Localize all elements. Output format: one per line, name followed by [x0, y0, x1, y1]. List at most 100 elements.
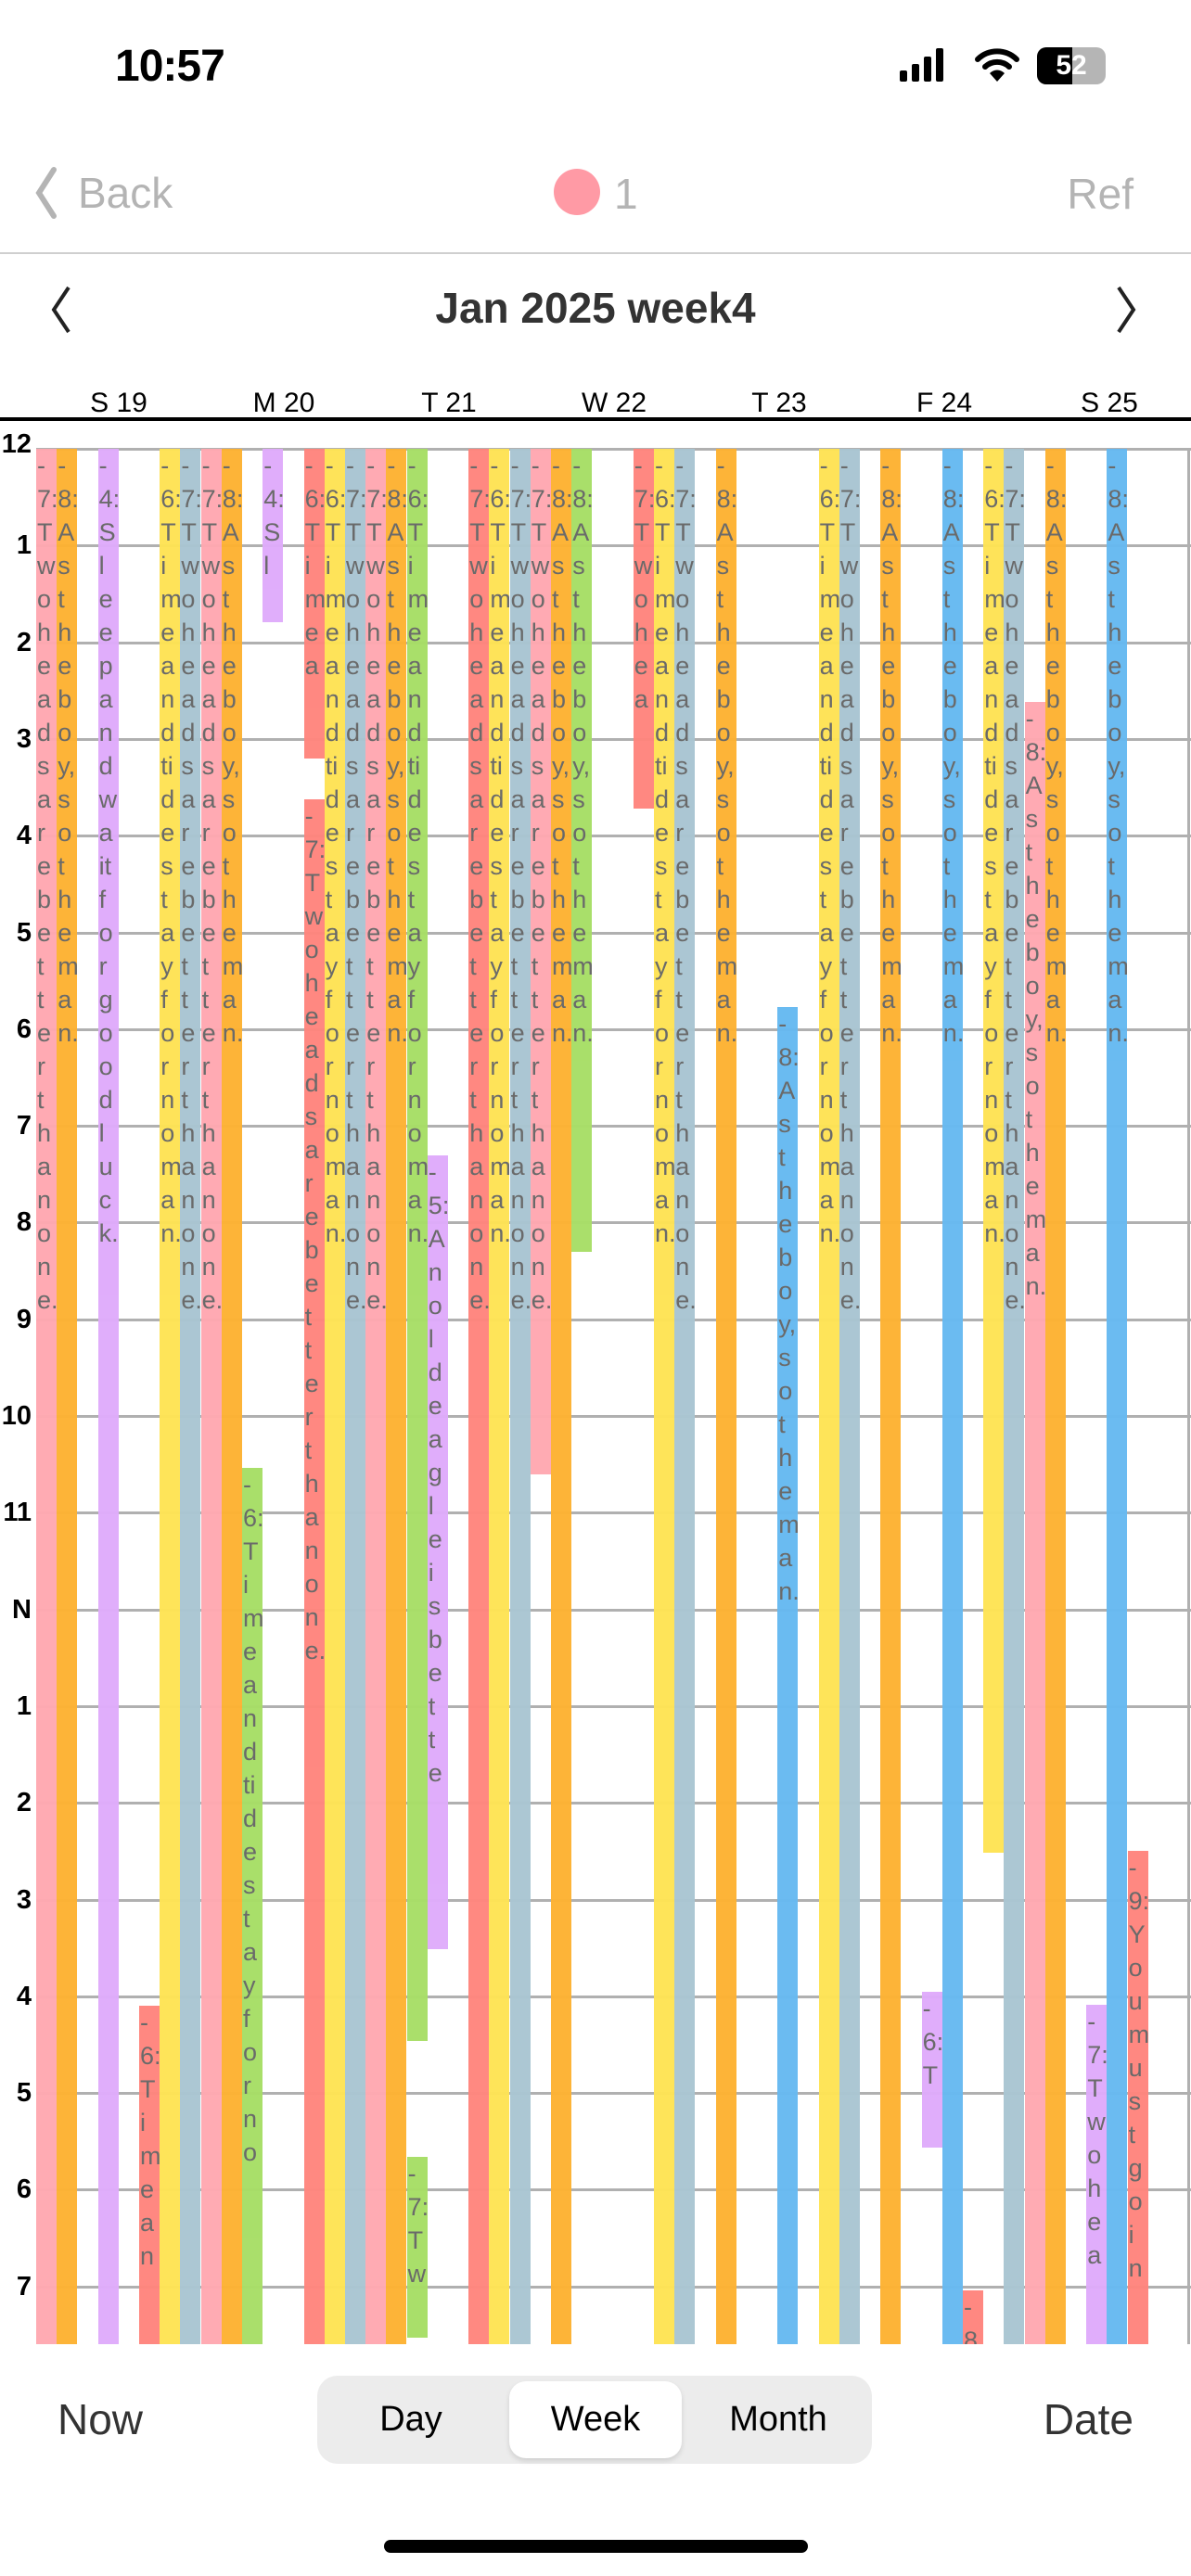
- hour-label: 11: [3, 1498, 32, 1528]
- hour-gridline: [36, 1415, 1191, 1418]
- hour-label: 6: [16, 2174, 32, 2205]
- hour-gridline: [36, 1027, 1191, 1031]
- next-week-button[interactable]: [1113, 284, 1141, 340]
- event-block[interactable]: -7:Two heads are better than one.: [36, 449, 57, 2345]
- event-title: -9:You mustgoin: [1128, 1854, 1148, 2283]
- event-block[interactable]: -7:Two heads are better than one.: [468, 449, 490, 2345]
- event-block[interactable]: -7:Two heads are better than one.: [365, 449, 387, 2345]
- event-block[interactable]: -6:Time and tide stay for no man.: [489, 449, 510, 2345]
- event-block[interactable]: -6:Time and tide stay for no man.: [324, 449, 345, 2345]
- chevron-left-icon: [51, 286, 70, 334]
- hour-label: 7: [16, 1111, 32, 1141]
- now-button[interactable]: Now: [58, 2395, 144, 2443]
- segment-day[interactable]: Day: [379, 2400, 442, 2439]
- event-block[interactable]: -8:As the boy, so the man.: [221, 449, 242, 2345]
- event-block[interactable]: -5:An old eagle is bette: [427, 1155, 448, 1949]
- event-block[interactable]: -8:As the boy, so the man.: [880, 449, 902, 2345]
- event-block[interactable]: -6:Time and tide stay for no man.: [818, 449, 839, 2345]
- event-block[interactable]: -8:As the boy, so the man.: [57, 449, 78, 2345]
- event-block[interactable]: -6:Time and tide stay for no man.: [983, 449, 1005, 1854]
- hour-label: 7: [16, 2271, 32, 2302]
- day-label: T 21: [421, 388, 477, 418]
- event-block[interactable]: -6:Time and tide stay for no man.: [654, 449, 674, 2345]
- event-block[interactable]: -7:Two heads are better than one.: [200, 449, 222, 2345]
- previous-week-button[interactable]: [46, 284, 74, 340]
- event-block[interactable]: -6:Time and tide stay for no man.: [406, 449, 428, 2041]
- hour-label: 4: [16, 821, 32, 851]
- event-block[interactable]: -8:As the boy, so the man.: [1024, 702, 1045, 2345]
- event-block[interactable]: -7:Two heads are better than one.: [303, 798, 325, 2345]
- back-button[interactable]: Back: [33, 165, 173, 221]
- event-title: -4:Sleep and wait for good luck.: [98, 452, 119, 1247]
- event-title: -8:As the boy, so the man.: [552, 452, 571, 1047]
- event-block[interactable]: -7:Tw: [406, 2156, 428, 2338]
- event-title: -6:Time and tide stay for no man.: [655, 452, 674, 1247]
- event-block[interactable]: -8: [963, 2289, 983, 2345]
- day-label: T 23: [751, 388, 807, 418]
- event-block[interactable]: -7:Two heads are better than one.: [509, 449, 531, 2345]
- grid-border: [1187, 449, 1190, 2344]
- event-block[interactable]: -7:Two hea: [633, 449, 654, 809]
- event-block[interactable]: -6:Time and tide stay for no man.: [160, 449, 181, 2345]
- event-title: -6:Time and tide stay for no man.: [819, 452, 839, 1247]
- event-block[interactable]: -8:As the boy, so the man.: [715, 449, 736, 2345]
- hour-gridline: [36, 2092, 1191, 2096]
- event-title: -6:Time a: [304, 452, 325, 680]
- event-block[interactable]: -7:Two heads are better than one.: [674, 449, 696, 2345]
- date-button[interactable]: Date: [1043, 2395, 1133, 2443]
- day-label: W 22: [581, 388, 647, 418]
- event-block[interactable]: -8:As the boy, so the man.: [1044, 449, 1066, 2345]
- event-title: -6:Time and tide stay for no man.: [984, 452, 1005, 1247]
- record-dot-icon: [554, 169, 600, 215]
- event-block[interactable]: -6:Time and tide stay for no: [242, 1468, 263, 2345]
- hour-gridline: [36, 1125, 1191, 1129]
- chevron-right-icon: [1117, 286, 1136, 334]
- event-title: -7:Two heads are better than one.: [37, 452, 57, 1314]
- hour-label: 3: [16, 723, 32, 754]
- event-title: -7:Two heads are better than one.: [346, 452, 365, 1314]
- event-title: -7:Two heads are better than one.: [1005, 452, 1025, 1314]
- event-block[interactable]: -8:As the boy, so the man.: [386, 449, 407, 2345]
- divider: [0, 252, 1191, 254]
- event-block[interactable]: -4:Sl: [263, 449, 284, 622]
- event-block[interactable]: -7:Two heads are better than one.: [345, 449, 365, 2345]
- event-block[interactable]: -8:As the boy, so the man.: [777, 1006, 799, 2345]
- segment-month[interactable]: Month: [729, 2400, 827, 2439]
- event-title: -7:Two heads are better than one.: [675, 452, 696, 1314]
- event-block[interactable]: -9:You mustgoin: [1127, 1851, 1148, 2345]
- event-block[interactable]: -8:As the boy, so the man.: [571, 449, 593, 1252]
- hour-gridline: [36, 1704, 1191, 1708]
- status-time: 10:57: [115, 42, 225, 91]
- segment-week[interactable]: Week: [509, 2381, 682, 2458]
- ref-button[interactable]: Ref: [1067, 170, 1133, 218]
- event-block[interactable]: -6:Time a: [303, 449, 325, 759]
- event-title: -7:Two hea: [634, 452, 654, 713]
- event-title: -8:As the boy, so the man.: [778, 1009, 799, 1605]
- hour-label: 1: [16, 530, 32, 561]
- hour-gridline: [36, 1511, 1191, 1515]
- event-block[interactable]: -8:As the boy, so the man.: [941, 449, 963, 2345]
- back-label: Back: [78, 169, 173, 217]
- event-block[interactable]: -7:Two heads are better than one.: [180, 449, 201, 2345]
- event-title: -6:Time and tide stay for no man.: [160, 452, 181, 1247]
- wifi-icon: [974, 46, 1020, 88]
- event-block[interactable]: -7:Two heads are better than one.: [839, 449, 860, 2345]
- event-block[interactable]: -6:Time an: [139, 2006, 160, 2345]
- event-block[interactable]: -8:As the boy, so the man.: [1107, 449, 1128, 2345]
- event-block[interactable]: -4:Sleep and wait for good luck.: [97, 449, 119, 2345]
- event-block[interactable]: -7:Two heads are better than one.: [1004, 449, 1025, 2345]
- event-title: -6:Time and tide stay for no man.: [407, 452, 428, 1247]
- event-block[interactable]: -8:As the boy, so the man.: [551, 449, 571, 2345]
- cellular-signal-icon: [900, 48, 948, 82]
- battery-indicator: 52: [1037, 47, 1106, 84]
- event-title: -6:Time and tide stay for no man.: [325, 452, 345, 1247]
- home-indicator[interactable]: [384, 2540, 808, 2553]
- hour-label: 9: [16, 1304, 32, 1334]
- event-block[interactable]: -7:Two heads are better than one.: [530, 449, 551, 1474]
- day-label: S 19: [90, 388, 147, 418]
- event-block[interactable]: -6:T: [921, 1991, 942, 2148]
- event-block[interactable]: -7:Two hea: [1086, 2005, 1108, 2345]
- hour-gridline: [36, 835, 1191, 838]
- hour-label: 4: [16, 1981, 32, 2011]
- badge-count: 1: [614, 170, 638, 218]
